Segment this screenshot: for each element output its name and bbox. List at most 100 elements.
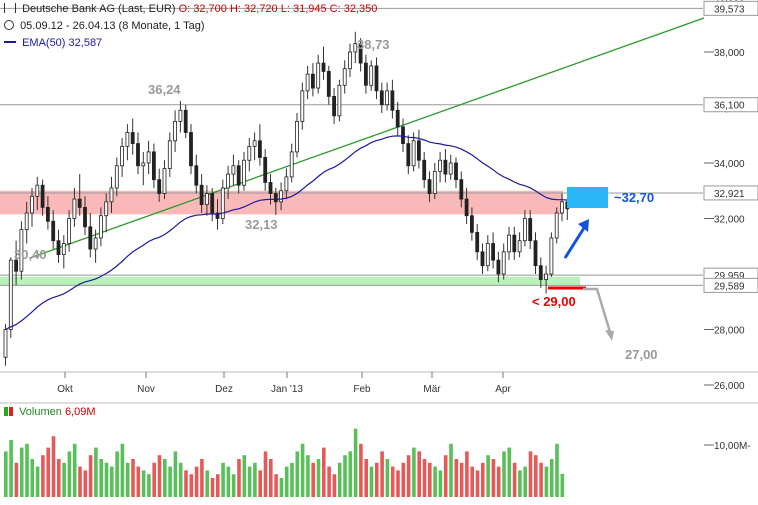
- candle-down: [491, 243, 496, 261]
- candle-down: [379, 90, 384, 106]
- candle-down: [56, 240, 61, 255]
- chart-header: Deutsche Bank AG (Last, EUR) O: 32,700 H…: [4, 3, 377, 15]
- candle-down: [310, 73, 315, 89]
- candle-down: [416, 140, 421, 161]
- candle-down: [189, 132, 193, 167]
- volume-bar-up: [35, 466, 40, 497]
- candle-up: [523, 218, 527, 242]
- volume-bar-down: [428, 462, 432, 497]
- volume-bar-up: [62, 462, 66, 497]
- candle-up: [167, 140, 172, 169]
- volume-bar-up: [115, 451, 119, 497]
- volume-bar-up: [438, 470, 443, 497]
- volume-bar-up: [221, 462, 225, 497]
- arrow-down-head: [605, 330, 614, 341]
- volume-bar-up: [518, 470, 522, 497]
- ema-value: 32,587: [68, 37, 103, 49]
- candle-up: [544, 273, 548, 280]
- volume-bar-up: [502, 451, 506, 497]
- candle-down: [51, 220, 56, 242]
- candle-down: [395, 109, 400, 128]
- price-tag-label: 39,573: [714, 4, 745, 15]
- candle-up: [247, 145, 252, 161]
- volume-legend: Volumen 6,09M: [4, 406, 96, 418]
- candle-down: [363, 62, 368, 86]
- volume-bar-up: [507, 447, 512, 497]
- annotation-high-feb: 38,73: [357, 37, 390, 52]
- candle-down: [459, 179, 464, 200]
- candle-up: [342, 68, 347, 86]
- price-tag-label: 32,921: [714, 189, 745, 200]
- volume-bar-up: [549, 459, 554, 497]
- candle-down: [496, 259, 501, 275]
- price-tag-box: [703, 0, 758, 16]
- volume-bar-up: [242, 455, 247, 497]
- candle-up: [549, 237, 554, 275]
- volume-bar-down: [152, 462, 156, 497]
- candle-up: [120, 145, 124, 167]
- candle-down: [268, 182, 273, 194]
- volume-bar-down: [364, 459, 368, 497]
- candle-down: [215, 212, 220, 219]
- candle-down: [475, 231, 480, 253]
- volume-bar-down: [136, 466, 141, 497]
- price-tag-box: [703, 277, 758, 293]
- volume-bar-down: [14, 462, 19, 497]
- candle-down: [422, 159, 427, 181]
- volume-bar-up: [385, 459, 390, 497]
- candle-up: [438, 159, 443, 172]
- volume-bar-down: [322, 447, 326, 497]
- volume-bar-down: [465, 451, 469, 497]
- volume-bar-down: [51, 436, 56, 497]
- volume-value: 6,09M: [64, 406, 96, 418]
- candle-down: [480, 251, 485, 267]
- date-range: 05.09.12 - 26.04.13 (8 Monate, 1 Tag): [20, 20, 205, 32]
- volume-bar-down: [189, 474, 194, 497]
- candle-down: [401, 126, 405, 144]
- volume-bar-up: [104, 462, 109, 497]
- volume-bar-up: [279, 478, 284, 497]
- candle-up: [173, 120, 178, 142]
- volume-bar-down: [528, 451, 533, 497]
- volume-bar-up: [67, 451, 72, 497]
- volume-bar-up: [253, 462, 257, 497]
- volume-bar-down: [417, 451, 421, 497]
- volume-bar-up: [141, 470, 146, 497]
- candle-up: [289, 151, 294, 178]
- candle-down: [236, 165, 241, 186]
- volume-bar-up: [433, 466, 437, 497]
- volume-bar-down: [491, 459, 496, 497]
- volume-bar-down: [390, 466, 395, 497]
- volume-bar-down: [406, 455, 411, 497]
- price-tag-label: 29,589: [714, 281, 745, 292]
- candle-up: [19, 229, 24, 272]
- annotation-low-dec: 32,13: [245, 217, 278, 232]
- date-range-row: 05.09.12 - 26.04.13 (8 Monate, 1 Tag): [4, 20, 205, 32]
- candle-up: [162, 168, 167, 194]
- candle-up: [8, 259, 13, 330]
- candle-up: [560, 201, 564, 214]
- chart-type-icon: [4, 3, 16, 13]
- candle-up: [507, 234, 511, 253]
- ema-legend: EMA(50) 32,587: [4, 37, 102, 49]
- volume-bar-up: [449, 443, 453, 497]
- candle-up: [35, 184, 40, 197]
- volume-bar-down: [475, 470, 480, 497]
- candlestick-series: [3, 31, 570, 366]
- volume-bar-up: [295, 451, 300, 497]
- volume-bar-up: [231, 474, 236, 497]
- candle-up: [300, 90, 305, 122]
- candle-down: [210, 193, 215, 214]
- ema-legend-swatch: [4, 41, 16, 43]
- volume-bar-down: [78, 466, 82, 497]
- ema-line: [5, 135, 568, 331]
- volume-bar-down: [258, 470, 262, 497]
- volume-bar-down: [83, 470, 88, 497]
- candle-up: [231, 165, 236, 175]
- candle-down: [454, 162, 458, 181]
- ema-label: EMA(50): [22, 37, 66, 49]
- candle-down: [321, 62, 326, 72]
- volume-bar-up: [120, 443, 125, 497]
